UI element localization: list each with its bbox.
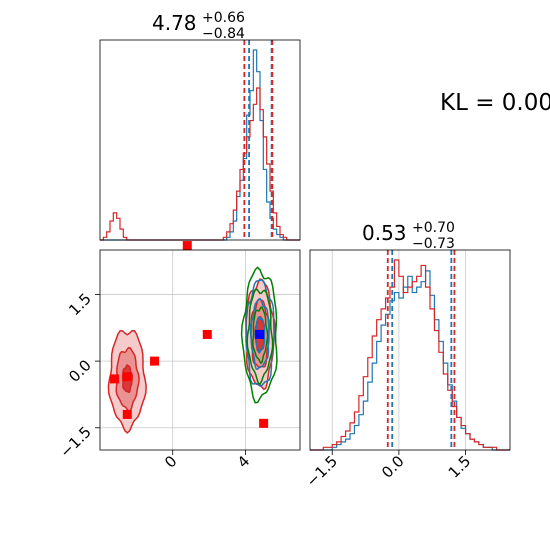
joint-param-1-2-contour-3-level-3 — [254, 316, 266, 354]
joint-param-1-2-marker-7 — [259, 418, 269, 428]
joint-param-1-2-contour-3-level-2 — [249, 297, 270, 370]
marginal-param-2-title-minus: −0.73 — [412, 236, 455, 252]
joint-param-1-2-xtick-label: 0 — [161, 452, 180, 471]
joint-param-1-2-group: 0 4 −1.5 0.0 1.5 — [56, 241, 300, 472]
joint-param-1-2-marker-6 — [202, 329, 212, 339]
joint-param-1-2-marker-5 — [150, 356, 160, 366]
joint-param-1-2-ytick-label: −1.5 — [56, 423, 94, 461]
marginal-param-1-group: 4.78 +0.66−0.84 — [100, 10, 300, 241]
kl-annotation: KL = 0.00 — [440, 90, 550, 116]
marginal-param-1-frame — [99, 39, 301, 241]
marginal-param-2-histogram-series-1 — [310, 270, 510, 451]
joint-param-1-2-ytick-label: 0.0 — [65, 356, 95, 386]
joint-param-1-2-marker-4 — [122, 409, 132, 419]
joint-param-1-2-marker-3 — [122, 372, 132, 382]
joint-param-1-2-marker-8 — [182, 241, 192, 251]
marginal-param-1-title-minus: −0.84 — [202, 26, 245, 42]
marginal-param-2-group: 0.53 +0.70−0.73 −1.5 0.0 1.5 — [303, 220, 510, 491]
joint-param-1-2-contour-4-level-2 — [246, 288, 274, 386]
joint-param-1-2-ytick-label: 1.5 — [65, 290, 95, 320]
marginal-param-2-title-plus: +0.70 — [412, 220, 455, 236]
marginal-param-2-histogram-series-2 — [310, 259, 510, 451]
marginal-param-1-title-plus: +0.66 — [202, 10, 245, 26]
marginal-param-2-xtick-label: −1.5 — [303, 452, 341, 490]
marginal-param-2-frame — [309, 249, 511, 451]
marginal-param-2-xtick-label: 1.5 — [445, 452, 475, 482]
joint-param-1-2-marker-1 — [255, 329, 265, 339]
marginal-param-1-title-value: 4.78 — [152, 11, 197, 35]
marginal-param-2-xtick-label: 0.0 — [378, 452, 408, 482]
joint-param-1-2-frame — [99, 249, 301, 451]
joint-param-1-2-contour-4-level-1 — [240, 266, 278, 404]
marginal-param-1-histogram-series-1 — [100, 49, 300, 241]
marginal-param-2-title-value: 0.53 — [362, 221, 407, 245]
joint-param-1-2-xtick-label: 4 — [234, 452, 253, 471]
joint-param-1-2-marker-2 — [110, 374, 120, 384]
joint-param-1-2-contour-4-level-3 — [252, 306, 269, 365]
